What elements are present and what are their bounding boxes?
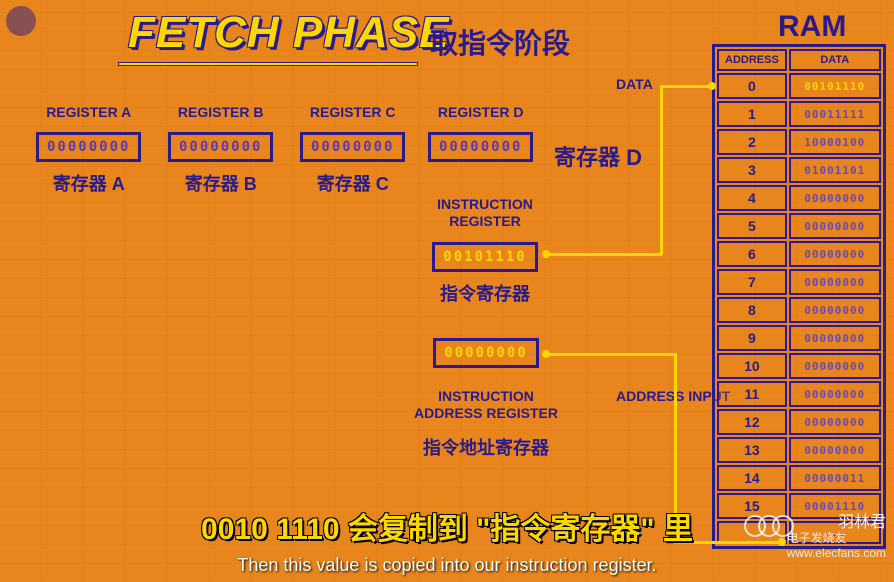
register-d-value: 00000000 — [428, 132, 533, 162]
register-c: REGISTER C 00000000 寄存器 C — [300, 104, 405, 196]
ram-row: 1300000000 — [717, 437, 881, 463]
title-main: FETCH PHASE — [128, 8, 449, 58]
ram-cell-data: 00000011 — [789, 465, 881, 491]
ram-cell-data: 00000000 — [789, 381, 881, 407]
title-underline — [118, 62, 418, 66]
wire-data-h1 — [660, 85, 710, 88]
register-d-label-en: REGISTER D — [428, 104, 533, 120]
ram-cell-data: 00000000 — [789, 297, 881, 323]
ram-cell-data: 10000100 — [789, 129, 881, 155]
ram-cell-addr: 4 — [717, 185, 787, 211]
ram-cell-data: 00000000 — [789, 325, 881, 351]
register-c-label-cn: 寄存器 C — [300, 170, 405, 196]
ram-row: 600000000 — [717, 241, 881, 267]
ram-cell-addr: 8 — [717, 297, 787, 323]
wire-data-end-ir — [542, 250, 550, 258]
pbs-logo — [6, 6, 36, 36]
iar-label-cn: 指令地址寄存器 — [406, 434, 566, 460]
register-a: REGISTER A 00000000 寄存器 A — [36, 104, 141, 196]
ram-header-address: ADDRESS — [717, 49, 787, 71]
ram-row: 500000000 — [717, 213, 881, 239]
register-d-label-cn: 寄存器 D — [554, 140, 642, 172]
ram-cell-addr: 2 — [717, 129, 787, 155]
ram-cell-data: 00000000 — [789, 437, 881, 463]
ram-cell-addr: 0 — [717, 73, 787, 99]
register-c-value: 00000000 — [300, 132, 405, 162]
ram-cell-data: 00000000 — [789, 241, 881, 267]
watermark-site: 电子发烧友www.elecfans.com — [787, 529, 886, 560]
wire-data-h2 — [546, 253, 662, 256]
register-b-label-cn: 寄存器 B — [168, 170, 273, 196]
ram-cell-addr: 10 — [717, 353, 787, 379]
register-c-label-en: REGISTER C — [300, 104, 405, 120]
iar-value: 00000000 — [433, 338, 538, 368]
ir-value: 00101110 — [432, 242, 537, 272]
ram-row: 100011111 — [717, 101, 881, 127]
iar-label-en: INSTRUCTION ADDRESS REGISTER — [406, 388, 566, 422]
ram-cell-addr: 9 — [717, 325, 787, 351]
ram-cell-addr: 3 — [717, 157, 787, 183]
wire-addr-h1 — [546, 353, 676, 356]
ir-label-en: INSTRUCTION REGISTER — [420, 196, 550, 230]
ram-table: ADDRESS DATA 000101110100011111210000100… — [712, 44, 886, 549]
ram-row: 400000000 — [717, 185, 881, 211]
ram-cell-data: 00000000 — [789, 185, 881, 211]
ram-cell-data: 00000000 — [789, 269, 881, 295]
register-a-label-en: REGISTER A — [36, 104, 141, 120]
ram-row: 1100000000 — [717, 381, 881, 407]
ram-row: 1400000011 — [717, 465, 881, 491]
ram-cell-addr: 11 — [717, 381, 787, 407]
ram-row: 1000000000 — [717, 353, 881, 379]
subtitle-en: Then this value is copied into our instr… — [0, 555, 894, 576]
register-a-value: 00000000 — [36, 132, 141, 162]
ram-cell-data: 01001101 — [789, 157, 881, 183]
ram-cell-addr: 7 — [717, 269, 787, 295]
instruction-register: INSTRUCTION REGISTER 00101110 指令寄存器 — [420, 196, 550, 306]
ram-cell-addr: 1 — [717, 101, 787, 127]
ram-row: 800000000 — [717, 297, 881, 323]
ram-row: 301001101 — [717, 157, 881, 183]
register-d: REGISTER D 00000000 — [428, 104, 533, 162]
ram-row: 1200000000 — [717, 409, 881, 435]
ram-cell-data: 00101110 — [789, 73, 881, 99]
register-b: REGISTER B 00000000 寄存器 B — [168, 104, 273, 196]
ram-cell-data: 00000000 — [789, 409, 881, 435]
data-label: DATA — [616, 76, 653, 92]
ram-cell-addr: 14 — [717, 465, 787, 491]
ram-row: 900000000 — [717, 325, 881, 351]
register-b-value: 00000000 — [168, 132, 273, 162]
title-cn: 取指令阶段 — [430, 22, 570, 62]
ram-header-data: DATA — [789, 49, 881, 71]
register-b-label-en: REGISTER B — [168, 104, 273, 120]
ram-row: 000101110 — [717, 73, 881, 99]
ram-cell-addr: 12 — [717, 409, 787, 435]
ram-title: RAM — [778, 10, 846, 44]
register-a-label-cn: 寄存器 A — [36, 170, 141, 196]
ram-row: 700000000 — [717, 269, 881, 295]
ram-cell-addr: 5 — [717, 213, 787, 239]
ram-cell-addr: 6 — [717, 241, 787, 267]
wire-data-v — [660, 85, 663, 255]
ram-row: 210000100 — [717, 129, 881, 155]
ram-cell-data: 00000000 — [789, 353, 881, 379]
ram-cell-data: 00011111 — [789, 101, 881, 127]
ram-cell-addr: 13 — [717, 437, 787, 463]
ram-cell-data: 00000000 — [789, 213, 881, 239]
ir-label-cn: 指令寄存器 — [420, 280, 550, 306]
